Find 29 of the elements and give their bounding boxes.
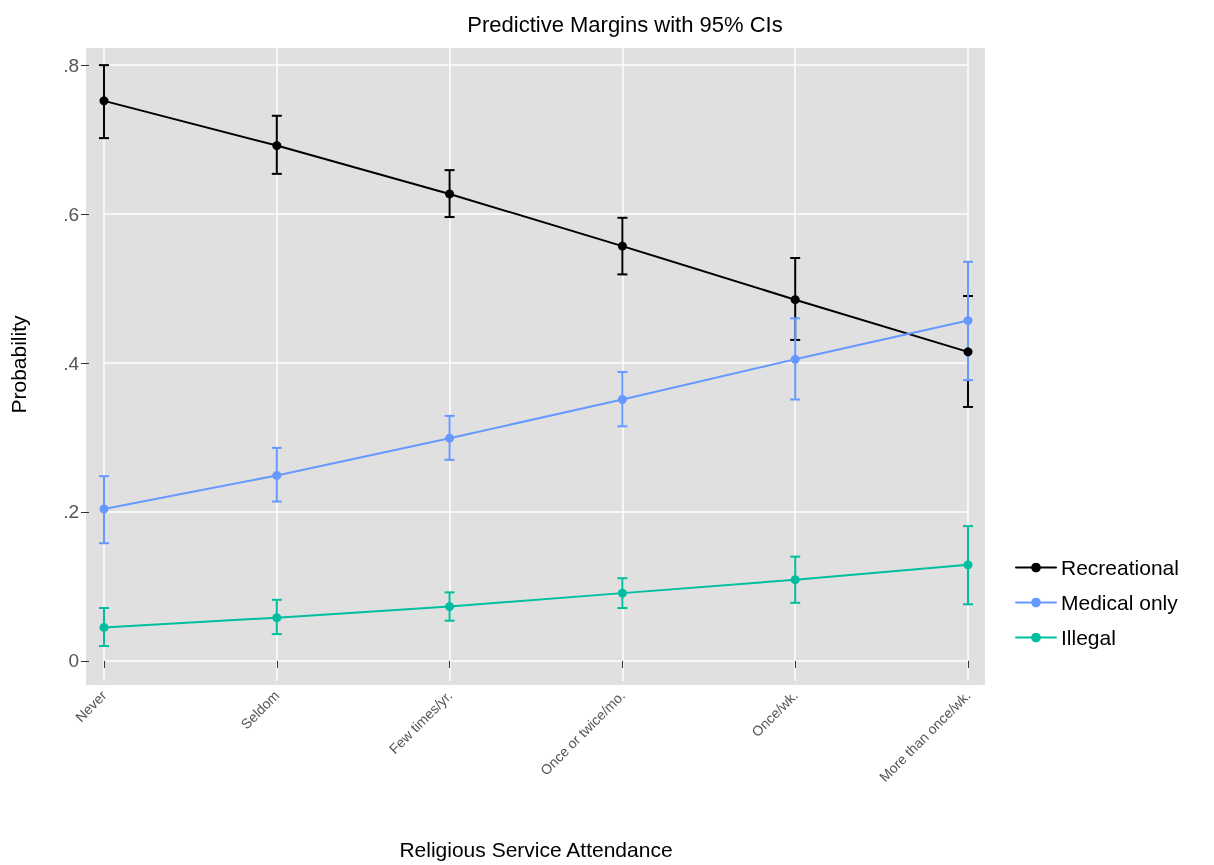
chart-title: Predictive Margins with 95% CIs [467, 11, 783, 37]
point [963, 347, 973, 357]
legend-label: Medical only [1061, 591, 1179, 614]
point [445, 433, 455, 443]
y-tick-label: .8 [63, 54, 79, 76]
point [272, 470, 282, 480]
point [617, 241, 627, 251]
x-axis-title: Religious Service Attendance [399, 838, 673, 861]
point [445, 602, 455, 612]
point [790, 575, 800, 585]
point [790, 295, 800, 305]
point [445, 189, 455, 199]
point [99, 504, 109, 514]
y-axis-title: Probability [7, 314, 30, 414]
point [617, 588, 627, 598]
point [272, 141, 282, 151]
point [99, 622, 109, 632]
point [790, 354, 800, 364]
y-tick-label: 0 [68, 650, 79, 672]
legend-label: Illegal [1061, 626, 1116, 649]
point [617, 395, 627, 404]
y-tick-label: .6 [63, 203, 79, 225]
point [963, 316, 973, 326]
legend-label: Recreational [1061, 556, 1179, 579]
point [272, 613, 282, 623]
y-tick-label: .4 [63, 352, 80, 374]
point [99, 96, 109, 106]
y-tick-label: .2 [63, 501, 79, 523]
point [963, 560, 973, 570]
